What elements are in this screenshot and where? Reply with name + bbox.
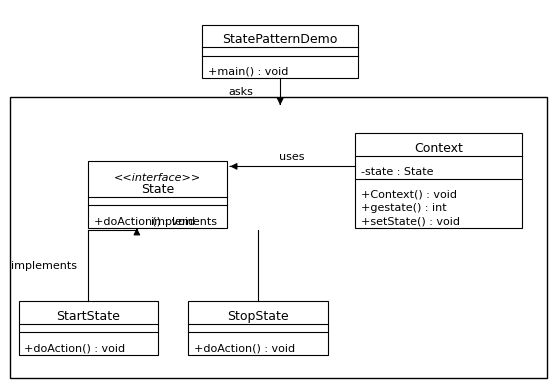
Text: Context: Context (414, 142, 463, 155)
Text: State: State (141, 183, 174, 196)
Text: asks: asks (229, 87, 254, 97)
FancyBboxPatch shape (202, 25, 358, 78)
Text: implements: implements (11, 261, 77, 271)
Text: +Context() : void: +Context() : void (361, 190, 457, 200)
Text: +main() : void: +main() : void (208, 67, 288, 77)
Text: +doAction() : void: +doAction() : void (94, 217, 195, 227)
Text: StartState: StartState (56, 310, 120, 323)
FancyBboxPatch shape (188, 301, 328, 355)
Text: +doAction() : void: +doAction() : void (194, 344, 295, 354)
Text: StatePatternDemo: StatePatternDemo (222, 33, 338, 46)
FancyBboxPatch shape (356, 133, 522, 228)
FancyBboxPatch shape (88, 161, 227, 228)
Text: implements: implements (151, 217, 217, 227)
Text: +doAction() : void: +doAction() : void (24, 344, 125, 354)
Text: -state : State: -state : State (361, 167, 433, 177)
Text: StopState: StopState (227, 310, 289, 323)
Text: +gestate() : int: +gestate() : int (361, 203, 446, 213)
FancyBboxPatch shape (18, 301, 158, 355)
Text: +setState() : void: +setState() : void (361, 217, 460, 227)
Text: uses: uses (279, 152, 304, 162)
Text: <<interface>>: <<interface>> (114, 173, 202, 183)
